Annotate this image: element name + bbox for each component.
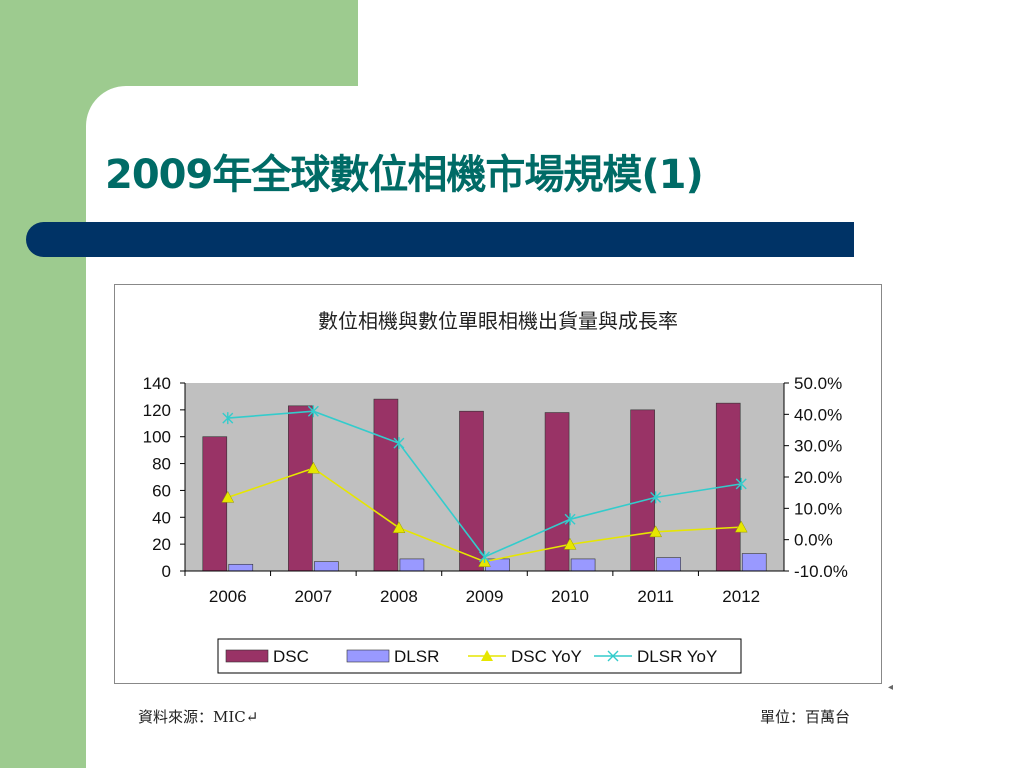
y2-tick-label: 10.0% xyxy=(794,499,842,518)
y2-tick-label: -10.0% xyxy=(794,562,848,581)
bar-dlsr xyxy=(741,553,767,572)
y-tick-label: 120 xyxy=(143,401,171,420)
bar-dlsr xyxy=(399,558,425,572)
dlsr-yoy-point xyxy=(307,405,319,418)
x-tick-label: 2007 xyxy=(294,587,332,606)
unit-note: 單位：百萬台 xyxy=(760,708,851,726)
legend-marker xyxy=(607,650,619,662)
dlsr-yoy-point xyxy=(393,437,405,450)
legend-box xyxy=(217,638,742,674)
x-tick-label: 2008 xyxy=(380,587,418,606)
dsc-yoy-point xyxy=(734,520,748,533)
legend: DSC DLSR DSC YoY DLSR YoY xyxy=(217,638,742,674)
y2-tick-label: 20.0% xyxy=(794,468,842,487)
shipment-chart: 數位相機與數位單眼相機出貨量與成長率 140 120 100 80 60 40 20 0 50.… xyxy=(143,309,848,674)
legend-label: DLSR xyxy=(394,647,439,666)
bar-dsc xyxy=(288,405,313,572)
y2-tick-label: 50.0% xyxy=(794,374,842,393)
dlsr-yoy-point xyxy=(222,412,234,425)
bar-dsc xyxy=(373,398,399,572)
x-tick-label: 2011 xyxy=(637,587,674,606)
y-tick-label: 40 xyxy=(152,508,171,527)
slide-title: 2009年全球數位相機市場規模(1) xyxy=(105,152,704,198)
bar-dsc xyxy=(630,409,655,572)
y-tick-label: 60 xyxy=(152,481,171,500)
y2-tick-label: 40.0% xyxy=(794,405,842,424)
legend-swatch xyxy=(225,649,269,663)
y2-tick-label: 0.0% xyxy=(794,531,833,550)
bar-dlsr xyxy=(228,563,254,572)
legend-label: DSC YoY xyxy=(511,647,582,666)
background-green-left xyxy=(0,0,86,768)
x-tick-label: 2010 xyxy=(551,587,589,606)
y-tick-label: 80 xyxy=(152,455,171,474)
y-tick-label: 140 xyxy=(143,374,171,393)
source-note: 資料來源：MIC↵ xyxy=(138,708,259,726)
dlsr-yoy-point xyxy=(479,550,490,563)
dsc-yoy-point xyxy=(392,521,406,534)
x-tick-label: 2006 xyxy=(209,587,247,606)
bar-dlsr xyxy=(314,561,339,572)
dsc-yoy-point xyxy=(563,537,577,550)
x-tick-label: 2009 xyxy=(466,587,504,606)
bar-dlsr xyxy=(656,557,681,572)
chart-title: 數位相機與數位單眼相機出貨量與成長率 xyxy=(318,309,678,333)
dsc-yoy-point xyxy=(306,461,320,474)
dlsr-yoy-point xyxy=(564,513,576,526)
x-tick-label: 2012 xyxy=(722,587,760,606)
bar-dlsr xyxy=(570,558,596,572)
bar-dsc xyxy=(459,410,484,572)
dlsr-yoy-point xyxy=(650,491,662,504)
y-tick-label: 0 xyxy=(162,562,171,581)
y-tick-label: 100 xyxy=(143,428,171,447)
y-tick-label: 20 xyxy=(152,535,171,554)
dlsr-yoy-point xyxy=(735,477,747,490)
y2-tick-label: 30.0% xyxy=(794,437,842,456)
plot-area xyxy=(185,383,784,571)
legend-marker xyxy=(481,650,493,661)
legend-label: DLSR YoY xyxy=(637,647,717,666)
dsc-yoy-point xyxy=(649,525,663,538)
legend-swatch xyxy=(346,649,390,663)
dsc-yoy-point xyxy=(221,490,235,503)
bar-dsc xyxy=(202,436,228,572)
legend-label: DSC xyxy=(273,647,309,666)
title-underline-bar xyxy=(26,222,854,257)
slide-marker: ◂ xyxy=(888,682,894,693)
